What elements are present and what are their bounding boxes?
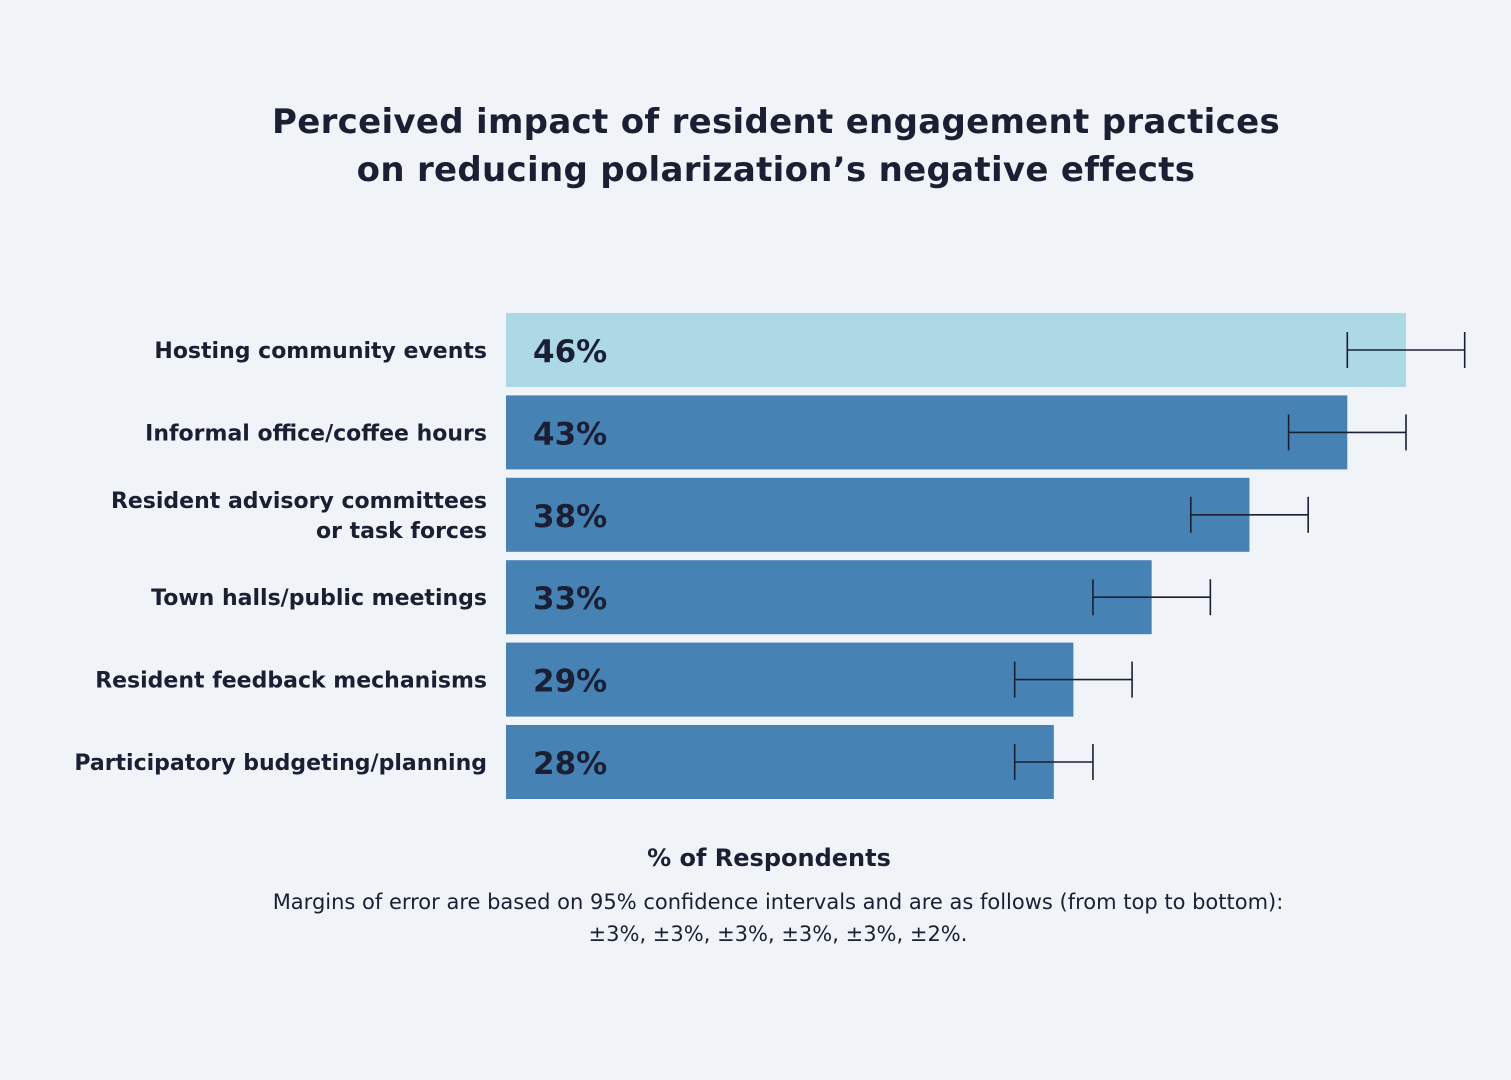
bar [506, 725, 1054, 799]
chart-title-line-2: on reducing polarization’s negative effe… [356, 150, 1196, 190]
error-bar [1287, 414, 1407, 451]
error-bar [1013, 744, 1094, 780]
error-bar [1346, 332, 1466, 368]
bar-value-label: 43% [533, 416, 607, 452]
bar [506, 313, 1406, 387]
category-label: Informal office/coffee hours [145, 421, 487, 446]
chart-title: Perceived impact of resident engagement … [0, 98, 1511, 194]
bar [506, 395, 1348, 470]
error-bar [1092, 579, 1212, 616]
footnote-line-2: ±3%, ±3%, ±3%, ±3%, ±3%, ±2%. [588, 922, 968, 946]
error-bar [1189, 496, 1309, 533]
footnote-line-1: Margins of error are based on 95% confid… [272, 890, 1284, 914]
category-label: Hosting community events [154, 339, 487, 364]
bar [506, 560, 1152, 635]
bar-value-label: 38% [533, 499, 607, 535]
bar [506, 477, 1250, 552]
footnote: Margins of error are based on 95% confid… [0, 886, 1511, 950]
bar-value-label: 29% [533, 664, 607, 700]
error-bar [1013, 661, 1133, 698]
category-label: Resident feedback mechanisms [95, 669, 487, 694]
category-label: Participatory budgeting/planning [74, 751, 487, 776]
bar-value-label: 33% [533, 581, 607, 617]
bar-value-label: 46% [533, 334, 607, 370]
bar [506, 642, 1074, 717]
category-label: Resident advisory committees or task forc… [111, 489, 487, 544]
chart-title-line-1: Perceived impact of resident engagement … [271, 102, 1280, 142]
category-label: Town halls/public meetings [151, 586, 487, 611]
bar-value-label: 28% [533, 746, 607, 782]
x-axis-label: % of Respondents [647, 844, 891, 872]
